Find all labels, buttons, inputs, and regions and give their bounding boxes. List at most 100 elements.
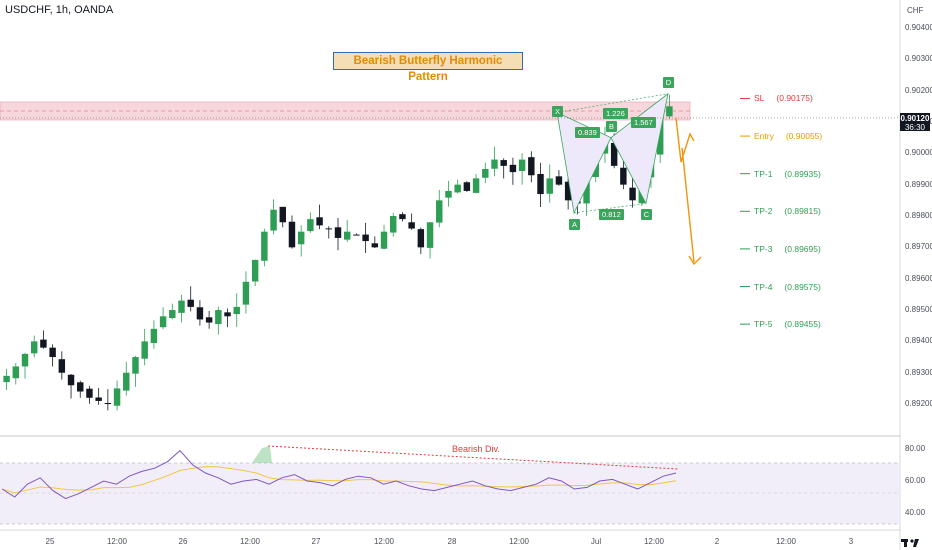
candle-body — [380, 231, 388, 249]
candle-body — [307, 219, 314, 232]
candle-body — [196, 307, 204, 320]
candle-body — [251, 259, 259, 282]
candle-body — [58, 359, 66, 373]
tradingview-logo — [901, 539, 919, 547]
candle-body — [40, 339, 47, 348]
time-tick: 12:00 — [239, 537, 261, 546]
candle-body — [288, 221, 296, 248]
candle-body — [491, 159, 498, 169]
candle-body — [610, 142, 618, 166]
candle-body — [399, 214, 406, 220]
price-tick: 0.89300 — [905, 367, 932, 377]
candle-body — [67, 374, 75, 386]
candle-body — [500, 160, 507, 166]
projection-arrow — [675, 117, 702, 266]
candle-body — [656, 115, 664, 155]
candle-body — [215, 310, 222, 325]
candle-body — [353, 234, 360, 236]
candle-body — [270, 209, 277, 231]
candle-body — [169, 310, 176, 319]
candle-body — [113, 388, 121, 406]
level-name: TP-3 — [754, 243, 773, 254]
level-label: SL (0.90175) — [754, 93, 813, 103]
candle-body — [12, 366, 20, 379]
candle-body — [528, 157, 535, 176]
candle-body — [205, 317, 213, 323]
price-tick: 0.90200 — [905, 85, 932, 95]
candle-body — [555, 176, 563, 185]
ratio-label: 1.226 — [603, 108, 628, 119]
candle-body — [666, 106, 673, 117]
level-label: TP-1 (0.89935) — [754, 169, 821, 179]
level-label: TP-3 (0.89695) — [754, 244, 821, 254]
point-a: A — [569, 218, 580, 230]
candle-body — [472, 178, 480, 193]
level-label: TP-2 (0.89815) — [754, 206, 821, 216]
candle-body — [463, 182, 471, 191]
candle-body — [564, 181, 572, 201]
divergence-label: Bearish Div. — [452, 444, 500, 454]
time-tick: 12:00 — [373, 537, 395, 546]
level-label: Entry (0.90055) — [754, 131, 822, 141]
candle-body — [104, 402, 112, 405]
level-name: SL — [754, 93, 765, 104]
candle-body — [141, 341, 148, 359]
price-tick: 0.89400 — [905, 336, 932, 346]
candle-body — [77, 382, 84, 392]
candle-body — [279, 206, 286, 223]
time-tick: 27 — [311, 537, 321, 546]
candle-body — [445, 190, 452, 198]
time-tick: 12:00 — [775, 537, 797, 546]
time-tick: 26 — [178, 537, 188, 546]
rsi-ma-line — [1, 466, 677, 494]
candle-body — [629, 187, 636, 201]
rsi-tick: 40.00 — [905, 508, 926, 517]
time-tick: 28 — [447, 537, 457, 546]
level-value: (0.89935) — [784, 168, 821, 179]
candle-body — [417, 229, 425, 248]
current-price-tag: 0.90120 36:30 — [900, 113, 930, 132]
candle-body — [316, 217, 323, 226]
price-tick: 0.89500 — [905, 305, 932, 315]
ac-line — [573, 203, 647, 214]
candle-body — [297, 231, 305, 245]
level-value: (0.89575) — [784, 281, 821, 292]
level-name: TP-4 — [754, 281, 773, 292]
candle-body — [518, 159, 526, 172]
candle-body — [132, 357, 139, 374]
time-tick: 12:00 — [643, 537, 665, 546]
time-tick: 12:00 — [508, 537, 530, 546]
candle-body — [509, 164, 517, 173]
candle-body — [325, 228, 333, 230]
candle-body — [583, 178, 590, 204]
candle-body — [362, 234, 369, 242]
rsi-band — [0, 463, 900, 524]
rsi-tick: 60.00 — [905, 476, 926, 485]
point-x: X — [552, 105, 563, 117]
countdown: 36:30 — [904, 123, 926, 132]
rsi-overbought-fill — [252, 446, 272, 463]
time-tick: 2 — [714, 537, 720, 546]
candle-body — [178, 300, 185, 313]
symbol-label[interactable]: USDCHF, 1h, OANDA — [5, 4, 114, 16]
candle-body — [390, 216, 397, 233]
candle-body — [620, 167, 627, 185]
candle-body — [454, 184, 461, 193]
candle-body — [408, 222, 415, 229]
price-tick: 0.89900 — [905, 179, 932, 189]
price-tick: 0.90300 — [905, 54, 932, 64]
target-level-lines — [740, 97, 750, 325]
candle-body — [371, 243, 379, 248]
rsi-line — [1, 449, 677, 500]
price-tick: 0.90000 — [905, 148, 932, 158]
candle-body — [224, 312, 231, 317]
candle-body — [343, 231, 351, 240]
pattern-title: Bearish Butterfly Harmonic Pattern — [333, 52, 523, 83]
xd-line — [556, 93, 669, 113]
time-tick: 25 — [45, 537, 55, 546]
level-name: TP-5 — [754, 319, 773, 330]
current-price: 0.90120 — [900, 114, 930, 123]
level-name: TP-1 — [754, 168, 773, 179]
candle-body — [426, 222, 434, 248]
